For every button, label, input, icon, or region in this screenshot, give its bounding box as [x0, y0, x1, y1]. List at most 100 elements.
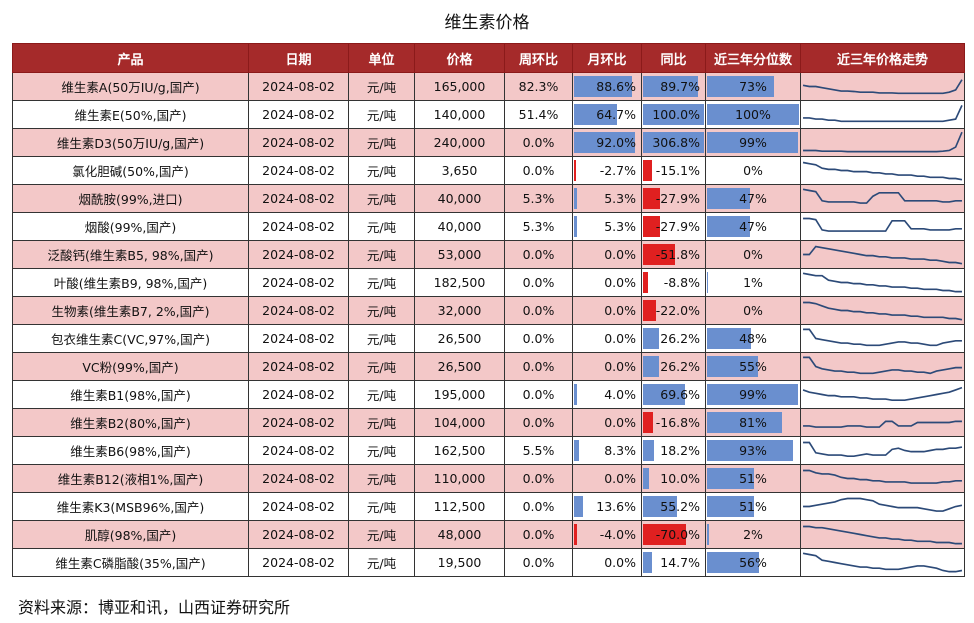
yoy-cell: 14.7%	[641, 548, 706, 577]
trend-cell	[800, 436, 965, 465]
percentile-value: 0%	[743, 303, 763, 318]
yoy-cell-bar	[643, 468, 650, 489]
wow-cell: 0.0%	[504, 408, 573, 437]
mom-cell: 92.0%	[572, 128, 642, 157]
wow-cell: 0.0%	[504, 156, 573, 185]
yoy-cell: -51.8%	[641, 240, 706, 269]
unit-cell: 元/吨	[348, 492, 415, 521]
wow-cell: 0.0%	[504, 548, 573, 577]
product-cell: 氯化胆碱(50%,国产)	[12, 156, 249, 185]
mom-cell-bar	[574, 188, 578, 209]
trend-sparkline	[802, 272, 962, 293]
mom-cell: 64.7%	[572, 100, 642, 129]
date-cell: 2024-08-02	[248, 212, 349, 241]
percentile-cell: 47%	[705, 212, 801, 241]
price-cell: 182,500	[414, 268, 505, 297]
table-row: 维生素B2(80%,国产) 2024-08-02 元/吨 104,000 0.0% 0.0…	[12, 408, 965, 437]
percentile-cell: 99%	[705, 380, 801, 409]
trend-sparkline	[802, 552, 963, 573]
trend-line	[802, 386, 963, 402]
percentile-bar	[707, 104, 799, 125]
mom-cell-value: -4.0%	[599, 527, 636, 542]
unit-cell: 元/吨	[348, 184, 415, 213]
percentile-bar	[707, 356, 758, 377]
percentile-bar	[707, 496, 754, 517]
percentile-value: 48%	[739, 331, 767, 346]
trend-line	[803, 441, 963, 458]
yoy-cell-value: 18.2%	[660, 443, 700, 458]
mom-cell-bar	[574, 132, 635, 153]
yoy-cell-value: -8.8%	[663, 275, 700, 290]
source-note: 资料来源：博亚和讯，山西证券研究所	[18, 598, 291, 617]
trend-cell	[800, 128, 965, 157]
unit-cell: 元/吨	[348, 72, 415, 101]
price-cell: 26,500	[414, 324, 505, 353]
price-cell: 112,500	[414, 492, 505, 521]
unit-cell: 元/吨	[348, 240, 415, 269]
mom-cell-bar	[574, 76, 633, 97]
percentile-cell: 0%	[705, 156, 801, 185]
product-cell: 维生素B2(80%,国产)	[12, 408, 249, 437]
price-cell: 110,000	[414, 464, 505, 493]
table-body: 维生素A(50万IU/g,国产) 2024-08-02 元/吨 165,000 82.3…	[12, 72, 965, 577]
price-cell: 40,000	[414, 212, 505, 241]
yoy-cell-bar	[643, 524, 686, 545]
yoy-cell: -27.9%	[641, 184, 706, 213]
percentile-value: 73%	[739, 79, 767, 94]
mom-cell: 0.0%	[572, 324, 642, 353]
yoy-cell-bar	[643, 552, 652, 573]
yoy-cell: 18.2%	[641, 436, 706, 465]
trend-cell	[800, 212, 965, 241]
mom-cell-value: 0.0%	[604, 247, 636, 262]
product-cell: 维生素B12(液相1%,国产)	[12, 464, 249, 493]
yoy-cell-value: -22.0%	[655, 303, 700, 318]
mom-cell: 8.3%	[572, 436, 642, 465]
product-cell: 泛酸钙(维生素B5, 98%,国产)	[12, 240, 249, 269]
trend-sparkline	[803, 131, 963, 153]
yoy-cell-value: -51.8%	[655, 247, 700, 262]
percentile-value: 47%	[739, 191, 767, 206]
trend-sparkline	[803, 301, 963, 321]
trend-sparkline	[803, 105, 963, 123]
date-cell: 2024-08-02	[248, 156, 349, 185]
mom-cell-value: 64.7%	[596, 107, 636, 122]
percentile-value: 81%	[739, 415, 767, 430]
wow-cell: 0.0%	[504, 492, 573, 521]
trend-line	[803, 356, 962, 375]
percentile-bar	[707, 132, 799, 153]
yoy-cell-bar	[643, 104, 704, 125]
mom-cell: 88.6%	[572, 72, 642, 101]
wow-cell: 0.0%	[504, 352, 573, 381]
price-cell: 195,000	[414, 380, 505, 409]
percentile-bar	[707, 412, 782, 433]
yoy-cell-value: 26.2%	[660, 331, 700, 346]
percentile-bar	[707, 328, 752, 349]
unit-cell: 元/吨	[348, 156, 415, 185]
table-row: 包衣维生素C(VC,97%,国产) 2024-08-02 元/吨 26,500 0.0%…	[12, 324, 965, 353]
yoy-cell-value: 55.2%	[660, 499, 700, 514]
wow-cell: 0.0%	[504, 520, 573, 549]
unit-cell: 元/吨	[348, 464, 415, 493]
date-cell: 2024-08-02	[248, 380, 349, 409]
trend-line	[803, 328, 962, 347]
trend-cell	[800, 184, 965, 213]
unit-cell: 元/吨	[348, 100, 415, 129]
price-cell: 165,000	[414, 72, 505, 101]
percentile-value: 0%	[743, 247, 763, 262]
trend-line	[802, 188, 962, 204]
trend-cell	[800, 240, 965, 269]
mom-cell-value: 5.3%	[604, 219, 636, 234]
trend-cell	[800, 380, 965, 409]
table-row: 维生素B6(98%,国产) 2024-08-02 元/吨 162,500 5.5% 8.3…	[12, 436, 965, 465]
table-row: 叶酸(维生素B9, 98%,国产) 2024-08-02 元/吨 182,500 0.0…	[12, 268, 965, 297]
yoy-cell: -8.8%	[641, 268, 706, 297]
mom-cell: 4.0%	[572, 380, 642, 409]
yoy-cell-bar	[643, 76, 698, 97]
mom-cell-bar	[574, 440, 580, 461]
unit-cell: 元/吨	[348, 436, 415, 465]
unit-cell: 元/吨	[348, 128, 415, 157]
trend-line	[802, 552, 963, 573]
trend-line	[803, 420, 962, 428]
mom-cell: 0.0%	[572, 408, 642, 437]
table-row: 维生素B12(液相1%,国产) 2024-08-02 元/吨 110,000 0.0% 0…	[12, 464, 965, 493]
